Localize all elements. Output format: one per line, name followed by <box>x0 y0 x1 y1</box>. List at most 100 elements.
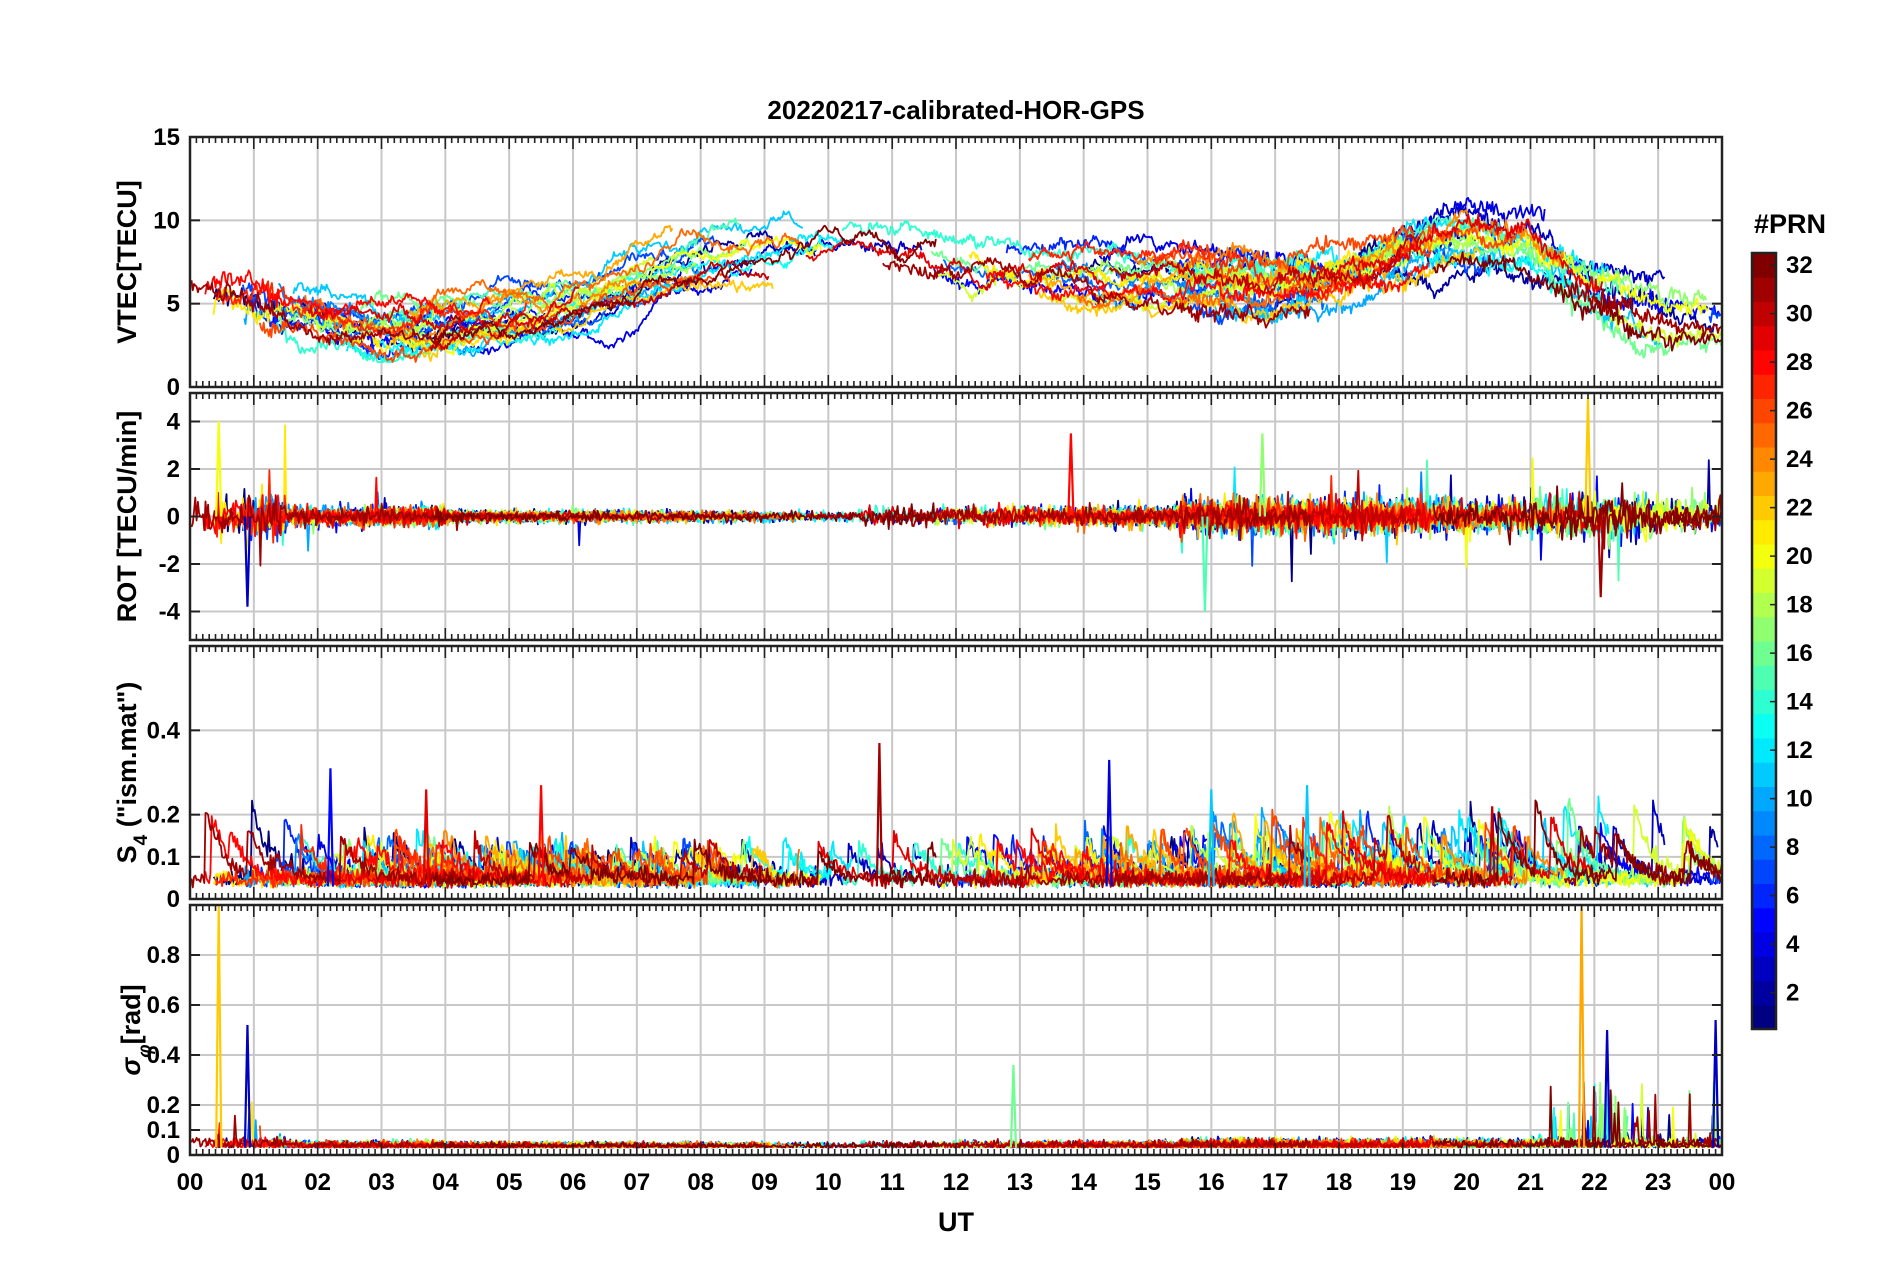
prn-series-line <box>1432 482 1722 546</box>
panel-2: -4 -2 0 2 4 ROT [TECU/min] <box>112 391 1724 642</box>
colorbar-tick-label: 28 <box>1786 349 1813 376</box>
colorbar-segment <box>1752 1004 1776 1030</box>
x-tick-marks <box>189 393 1723 640</box>
y-tick-label: 0.4 <box>147 717 181 744</box>
x-tick-label: 07 <box>623 1169 650 1196</box>
x-tick-label: 16 <box>1198 1169 1225 1196</box>
y-tick-label: 4 <box>167 409 181 436</box>
prn-series-line <box>1563 275 1722 338</box>
colorbar-tick-label: 24 <box>1786 446 1813 473</box>
x-tick-labels: 00 01 02 03 04 05 06 07 08 09 10 11 12 13 14 15 16 17 18 19… <box>177 1169 1736 1196</box>
x-tick-marks <box>189 646 1723 899</box>
colorbar-segment <box>1752 956 1776 981</box>
y-tick-label: -4 <box>159 599 181 626</box>
colorbar-segment <box>1752 713 1776 739</box>
prn-series-line <box>805 238 1108 291</box>
prn-series-line <box>214 280 528 339</box>
prn-series-line <box>408 224 674 320</box>
y-tick-label: 0 <box>167 374 180 401</box>
y-tick-label: 0.1 <box>147 844 180 871</box>
spike-mark <box>1603 1029 1611 1148</box>
x-tick-label: 15 <box>1134 1169 1161 1196</box>
colorbar-tick-label: 10 <box>1786 786 1813 813</box>
colorbar-tick-label: 4 <box>1786 931 1800 958</box>
series-group <box>190 742 1722 890</box>
colorbar-segment <box>1752 616 1776 642</box>
spike-mark <box>1303 785 1311 887</box>
spike-mark <box>875 742 884 887</box>
spike-mark <box>215 421 223 517</box>
colorbar-tick-label: 26 <box>1786 398 1813 425</box>
x-tick-marks <box>189 137 1723 387</box>
prn-series-line <box>1108 233 1421 296</box>
x-tick-marks <box>189 905 1723 1155</box>
spike-mark <box>1597 516 1605 598</box>
prn-series-line <box>1153 223 1526 279</box>
prn-series-line <box>429 259 770 352</box>
prn-series-line <box>1432 799 1722 889</box>
x-tick-label: 02 <box>304 1169 331 1196</box>
prn-series-line <box>882 824 1312 890</box>
spike-mark <box>243 516 252 607</box>
x-tick-label: 12 <box>943 1169 970 1196</box>
prn-series-line <box>882 497 1312 542</box>
x-tick-label: 21 <box>1517 1169 1544 1196</box>
prn-series-line <box>1038 247 1481 324</box>
spike-mark <box>326 768 335 887</box>
y-tick-label: 15 <box>153 124 180 151</box>
x-tick-label: 17 <box>1262 1169 1289 1196</box>
spike-mark <box>422 789 430 887</box>
prn-series-line <box>190 1114 466 1149</box>
y-axis-label: S4 ("ism.mat") <box>112 682 152 864</box>
colorbar-tick-label: 20 <box>1786 543 1813 570</box>
x-tick-label: 04 <box>432 1169 459 1196</box>
x-tick-label: 18 <box>1326 1169 1353 1196</box>
colorbar-title: #PRN <box>1754 209 1826 239</box>
x-tick-label: 06 <box>560 1169 587 1196</box>
colorbar-tick-label: 8 <box>1786 834 1799 861</box>
x-tick-label: 00 <box>1709 1169 1736 1196</box>
x-tick-label: 09 <box>751 1169 778 1196</box>
colorbar-segment <box>1752 325 1776 351</box>
colorbar-frame <box>1750 251 1778 1031</box>
colorbar-tick-label: 30 <box>1786 301 1813 328</box>
spike-mark <box>537 785 545 887</box>
y-tick-label: 0.2 <box>147 802 180 829</box>
prn-series-line <box>433 838 937 889</box>
colorbar-tick-label: 16 <box>1786 640 1813 667</box>
prn-series-line <box>360 262 697 350</box>
spike-mark <box>1067 433 1075 517</box>
chart-title: 20220217-calibrated-HOR-GPS <box>767 95 1144 125</box>
y-tick-label: 0.2 <box>147 1092 180 1119</box>
prn-series-line <box>841 219 1307 282</box>
colorbar-segment <box>1752 810 1776 836</box>
prn-series-line <box>1028 256 1390 304</box>
x-tick-label: 20 <box>1453 1169 1480 1196</box>
x-tick-label: 03 <box>368 1169 395 1196</box>
y-tick-label: 0.1 <box>147 1117 180 1144</box>
x-tick-label: 11 <box>879 1169 904 1196</box>
y-axis-label: σφ[rad] <box>116 984 156 1075</box>
prn-series-line <box>1432 1085 1722 1149</box>
colorbar-tick-label: 32 <box>1786 252 1813 279</box>
colorbar-tick-label: 14 <box>1786 689 1813 716</box>
colorbar-segment <box>1752 277 1776 302</box>
y-axis-label: ROT [TECU/min] <box>112 411 142 622</box>
x-axis-label: UT <box>938 1207 974 1237</box>
colorbar-tick-label: 2 <box>1786 980 1799 1007</box>
prn-series-line <box>1098 196 1546 282</box>
y-tick-label: 0.6 <box>147 992 180 1019</box>
colorbar-segment <box>1752 471 1776 496</box>
x-tick-label: 22 <box>1581 1169 1608 1196</box>
panel-3: 0 0.1 0.2 0.4S4 ("ism.mat") <box>112 644 1724 913</box>
colorbar-segment <box>1752 422 1776 448</box>
x-tick-label: 14 <box>1070 1169 1097 1196</box>
spike-mark <box>243 1024 252 1148</box>
colorbar-tick-label: 6 <box>1786 883 1799 910</box>
series-group <box>190 196 1722 363</box>
colorbar-segment <box>1752 762 1776 787</box>
prn-series-line <box>421 279 774 363</box>
spike-mark <box>215 905 223 1148</box>
